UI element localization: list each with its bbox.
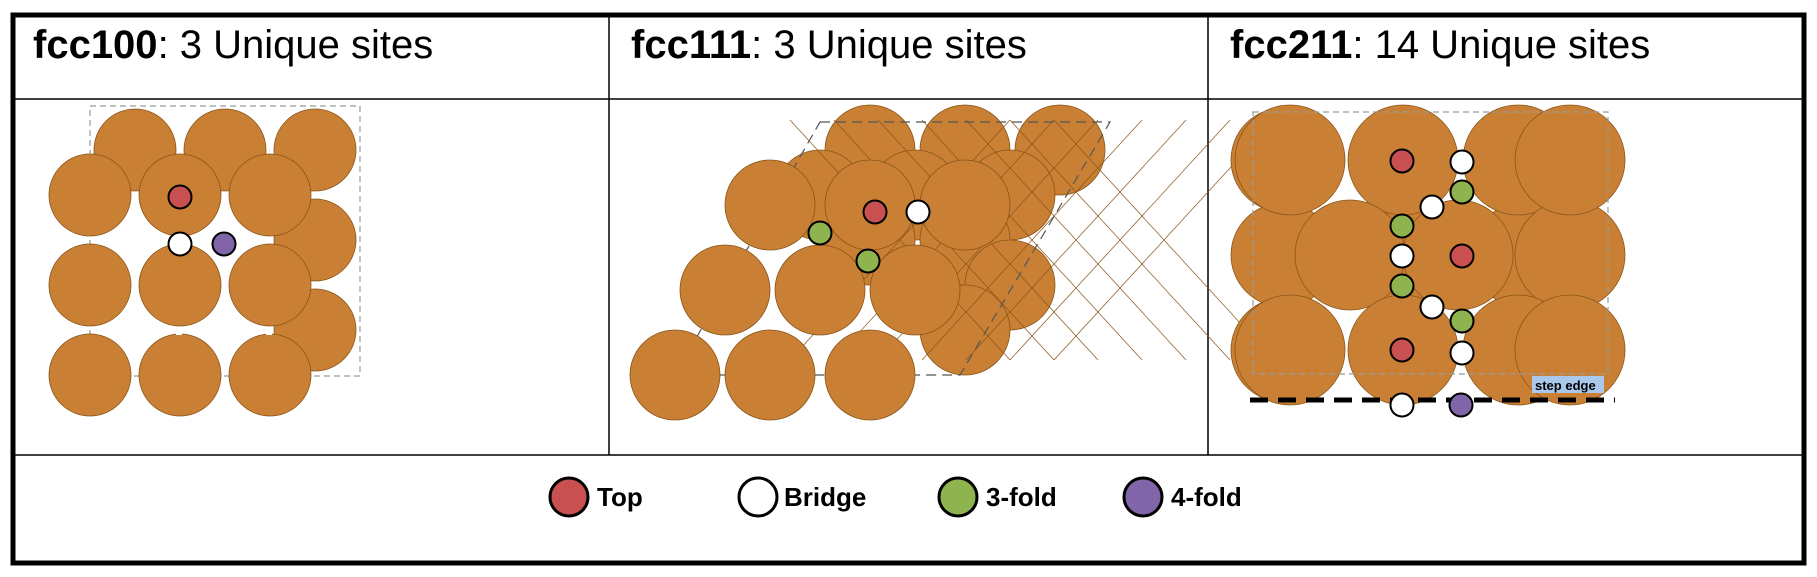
hollow-gap [132,281,138,287]
site-3fold [807,220,833,246]
legend: Top Bridge 3-fold 4-fold [548,476,1242,518]
site-top [1389,148,1415,174]
legend-label-4fold: 4-fold [1171,482,1242,512]
legend-swatch-4fold [1122,476,1164,518]
atom-top [138,333,222,417]
site-bridge [1419,194,1445,220]
atom-top [228,333,312,417]
atom-top [1514,104,1626,216]
site-top [862,199,888,225]
atom-top [869,244,961,336]
atom-top [724,329,816,421]
site-bridge [905,199,931,225]
step-edge-label-bg [1532,376,1604,393]
atom-top [629,329,721,421]
panel-title-fcc111: fcc111: 3 Unique sites [631,23,1027,67]
atom-top [1234,294,1346,406]
unit-cell-outline [1252,111,1609,375]
site-bridge [1389,243,1415,269]
panel-count: : 3 Unique sites [751,23,1027,67]
site-3fold [1449,179,1475,205]
panel-count: : 3 Unique sites [158,23,434,67]
lattice-line [965,119,1187,361]
atom-top [774,244,866,336]
legend-label-3fold: 3-fold [986,482,1057,512]
hollow-gap [266,329,272,335]
fcc100-slab [48,105,361,417]
hollow-gap [267,237,273,243]
atom-top [1294,199,1406,311]
atom-top [824,329,916,421]
site-4fold [211,231,237,257]
lattice-line [1009,119,1231,361]
step-edge-label: step edge [1535,378,1596,393]
legend-swatch-3fold [937,476,979,518]
fcc111-slab [629,104,1275,421]
panel-count: : 14 Unique sites [1352,23,1650,67]
atom-top [48,153,132,237]
legend-swatch-bridge [737,476,779,518]
site-bridge [1419,294,1445,320]
fcc211-step-sites [1389,392,1474,418]
site-top [167,184,193,210]
legend-label-top: Top [597,482,643,512]
lattice-line [921,119,1143,361]
atom-top [228,243,312,327]
site-top [1389,337,1415,363]
site-bridge-step [1389,392,1415,418]
legend-swatch-top [548,476,590,518]
unit-cell-outline [89,105,361,377]
site-bridge [1449,149,1475,175]
site-3fold [1389,273,1415,299]
site-3fold [855,248,881,274]
atom-top [48,333,132,417]
panel-title-fcc211: fcc211: 14 Unique sites [1230,23,1650,67]
fcc211-slab [1230,104,1626,406]
site-3fold [1389,213,1415,239]
legend-label-bridge: Bridge [784,482,866,512]
site-4fold-step [1448,392,1474,418]
atom-top [228,153,312,237]
hollow-gap [176,329,182,335]
atom-top [724,159,816,251]
site-bridge [167,231,193,257]
atom-top [1514,199,1626,311]
site-bridge [1449,340,1475,366]
atom-top [48,243,132,327]
panel-name: fcc100 [33,23,158,67]
panel-name: fcc111 [631,23,751,67]
panel-name: fcc211 [1230,23,1352,67]
site-3fold [1449,308,1475,334]
site-top [1449,243,1475,269]
atom-top [1234,104,1346,216]
atom-top [919,159,1011,251]
panel-title-fcc100: fcc100: 3 Unique sites [33,23,433,67]
atom-top [679,244,771,336]
hollow-gap [222,193,228,199]
hollow-gap [132,193,138,199]
hollow-gap [222,281,228,287]
